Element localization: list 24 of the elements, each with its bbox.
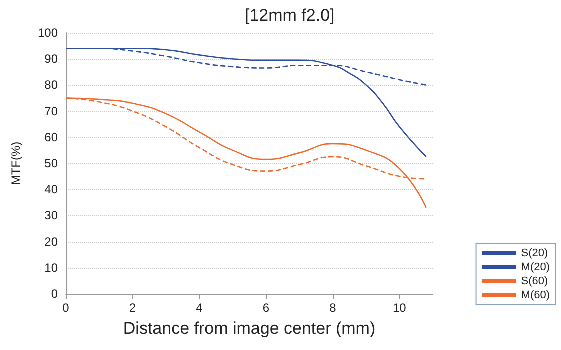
x-tick-label: 6 (262, 301, 270, 315)
y-tick-label: 60 (44, 130, 58, 144)
x-tick-label: 10 (392, 301, 407, 315)
y-tick-label: 0 (51, 287, 58, 301)
y-tick-label: 90 (44, 52, 58, 66)
x-tick-label: 2 (129, 301, 136, 315)
legend-label: M(60) (521, 290, 550, 302)
y-tick-label: 100 (38, 26, 58, 40)
y-tick-label: 40 (44, 182, 58, 197)
y-tick-label: 30 (44, 208, 58, 223)
x-tick-label: 0 (62, 301, 70, 315)
y-tick-label: 20 (44, 234, 58, 249)
x-tick-label: 8 (330, 301, 337, 315)
x-axis-title: Distance from image center (mm) (123, 319, 376, 338)
x-tick-label: 4 (196, 301, 204, 315)
y-tick-label: 80 (44, 78, 58, 92)
chart-title: [12mm f2.0] (245, 6, 335, 25)
y-axis-title: MTF(%) (9, 142, 23, 186)
y-tick-label: 50 (44, 156, 58, 170)
legend-label: S(60) (521, 276, 548, 288)
legend-label: S(20) (521, 248, 548, 260)
y-tick-label: 70 (44, 104, 58, 118)
legend-label: M(20) (521, 262, 550, 274)
y-tick-label: 10 (44, 260, 58, 275)
